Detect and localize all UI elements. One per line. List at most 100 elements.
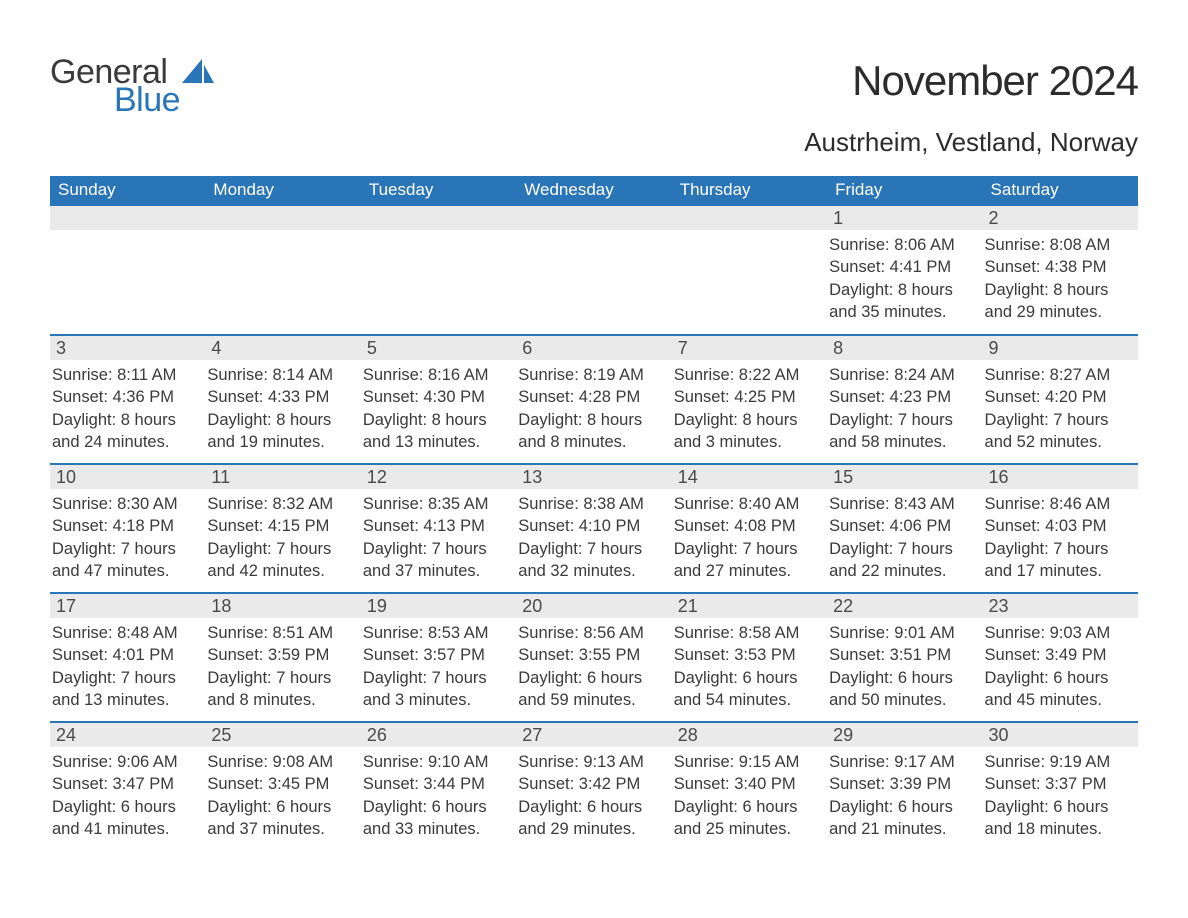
sunrise-text: Sunrise: 8:40 AM [674,493,821,515]
daylight-line1: Daylight: 6 hours [674,796,821,818]
sunrise-text: Sunrise: 8:16 AM [363,364,510,386]
day-number: 11 [205,465,360,489]
sunset-text: Sunset: 4:20 PM [985,386,1132,408]
day-details: Sunrise: 8:30 AMSunset: 4:18 PMDaylight:… [50,489,205,592]
title-block: November 2024 Austrheim, Vestland, Norwa… [804,57,1138,158]
header: General Blue November 2024 Austrheim, Ve… [50,25,1138,158]
day-cell [516,206,671,334]
sunset-text: Sunset: 3:42 PM [518,773,665,795]
day-number: 7 [672,336,827,360]
day-cell: 30Sunrise: 9:19 AMSunset: 3:37 PMDayligh… [983,723,1138,850]
day-number: 29 [827,723,982,747]
sunset-text: Sunset: 4:08 PM [674,515,821,537]
weekday-label: Tuesday [361,176,516,206]
day-details: Sunrise: 9:15 AMSunset: 3:40 PMDaylight:… [672,747,827,850]
daylight-line1: Daylight: 7 hours [363,538,510,560]
empty-day-bar [672,206,827,230]
day-number: 20 [516,594,671,618]
day-cell [50,206,205,334]
day-cell: 26Sunrise: 9:10 AMSunset: 3:44 PMDayligh… [361,723,516,850]
daylight-line2: and 8 minutes. [207,689,354,711]
day-cell: 16Sunrise: 8:46 AMSunset: 4:03 PMDayligh… [983,465,1138,592]
daylight-line2: and 18 minutes. [985,818,1132,840]
day-cell: 1Sunrise: 8:06 AMSunset: 4:41 PMDaylight… [827,206,982,334]
weeks-container: 1Sunrise: 8:06 AMSunset: 4:41 PMDaylight… [50,206,1138,850]
empty-day-bar [205,206,360,230]
day-cell: 5Sunrise: 8:16 AMSunset: 4:30 PMDaylight… [361,336,516,463]
sunset-text: Sunset: 3:59 PM [207,644,354,666]
day-cell: 6Sunrise: 8:19 AMSunset: 4:28 PMDaylight… [516,336,671,463]
daylight-line2: and 3 minutes. [363,689,510,711]
sunrise-text: Sunrise: 8:51 AM [207,622,354,644]
day-details: Sunrise: 8:08 AMSunset: 4:38 PMDaylight:… [983,230,1138,333]
sunrise-text: Sunrise: 8:43 AM [829,493,976,515]
day-details: Sunrise: 8:58 AMSunset: 3:53 PMDaylight:… [672,618,827,721]
daylight-line2: and 52 minutes. [985,431,1132,453]
sunrise-text: Sunrise: 8:30 AM [52,493,199,515]
day-details: Sunrise: 9:19 AMSunset: 3:37 PMDaylight:… [983,747,1138,850]
daylight-line1: Daylight: 6 hours [52,796,199,818]
day-details: Sunrise: 8:40 AMSunset: 4:08 PMDaylight:… [672,489,827,592]
calendar: Sunday Monday Tuesday Wednesday Thursday… [50,176,1138,850]
day-cell: 27Sunrise: 9:13 AMSunset: 3:42 PMDayligh… [516,723,671,850]
daylight-line1: Daylight: 6 hours [829,796,976,818]
empty-day-bar [361,206,516,230]
sunrise-text: Sunrise: 8:46 AM [985,493,1132,515]
day-cell [672,206,827,334]
sunset-text: Sunset: 4:01 PM [52,644,199,666]
day-details: Sunrise: 8:38 AMSunset: 4:10 PMDaylight:… [516,489,671,592]
day-details: Sunrise: 8:22 AMSunset: 4:25 PMDaylight:… [672,360,827,463]
day-number: 24 [50,723,205,747]
sunrise-text: Sunrise: 8:32 AM [207,493,354,515]
sunrise-text: Sunrise: 9:15 AM [674,751,821,773]
sunrise-text: Sunrise: 8:48 AM [52,622,199,644]
daylight-line2: and 24 minutes. [52,431,199,453]
day-cell: 28Sunrise: 9:15 AMSunset: 3:40 PMDayligh… [672,723,827,850]
day-cell: 12Sunrise: 8:35 AMSunset: 4:13 PMDayligh… [361,465,516,592]
daylight-line2: and 33 minutes. [363,818,510,840]
day-number: 30 [983,723,1138,747]
daylight-line2: and 37 minutes. [363,560,510,582]
day-details: Sunrise: 8:06 AMSunset: 4:41 PMDaylight:… [827,230,982,333]
day-details: Sunrise: 9:01 AMSunset: 3:51 PMDaylight:… [827,618,982,721]
sunset-text: Sunset: 3:57 PM [363,644,510,666]
brand-logo-text: General Blue [50,55,180,117]
sunrise-text: Sunrise: 9:03 AM [985,622,1132,644]
day-details: Sunrise: 8:51 AMSunset: 3:59 PMDaylight:… [205,618,360,721]
sunset-text: Sunset: 3:53 PM [674,644,821,666]
day-cell: 29Sunrise: 9:17 AMSunset: 3:39 PMDayligh… [827,723,982,850]
sunrise-text: Sunrise: 8:19 AM [518,364,665,386]
day-cell: 25Sunrise: 9:08 AMSunset: 3:45 PMDayligh… [205,723,360,850]
day-details: Sunrise: 8:32 AMSunset: 4:15 PMDaylight:… [205,489,360,592]
sunrise-text: Sunrise: 9:13 AM [518,751,665,773]
daylight-line1: Daylight: 7 hours [985,409,1132,431]
daylight-line1: Daylight: 7 hours [363,667,510,689]
day-details: Sunrise: 8:53 AMSunset: 3:57 PMDaylight:… [361,618,516,721]
sunset-text: Sunset: 4:36 PM [52,386,199,408]
daylight-line2: and 41 minutes. [52,818,199,840]
day-details: Sunrise: 9:17 AMSunset: 3:39 PMDaylight:… [827,747,982,850]
day-number: 18 [205,594,360,618]
day-details: Sunrise: 9:10 AMSunset: 3:44 PMDaylight:… [361,747,516,850]
day-number: 27 [516,723,671,747]
day-number: 17 [50,594,205,618]
day-cell: 20Sunrise: 8:56 AMSunset: 3:55 PMDayligh… [516,594,671,721]
day-details: Sunrise: 8:16 AMSunset: 4:30 PMDaylight:… [361,360,516,463]
brand-word-2: Blue [114,83,180,117]
day-cell [205,206,360,334]
location: Austrheim, Vestland, Norway [804,127,1138,158]
sunset-text: Sunset: 4:03 PM [985,515,1132,537]
day-cell: 9Sunrise: 8:27 AMSunset: 4:20 PMDaylight… [983,336,1138,463]
day-number: 23 [983,594,1138,618]
week-row: 17 Sunrise: 8:48 AMSunset: 4:01 PM Dayligh… [50,592,1138,721]
daylight-line1: Daylight: 7 hours [207,538,354,560]
daylight-line1: Daylight: 7 hours [985,538,1132,560]
sunset-text: Sunset: 3:55 PM [518,644,665,666]
day-details: Sunrise: 8:19 AMSunset: 4:28 PMDaylight:… [516,360,671,463]
day-number: 5 [361,336,516,360]
daylight-line1: Daylight: 6 hours [207,796,354,818]
daylight-line2: and 3 minutes. [674,431,821,453]
daylight-line2: and 42 minutes. [207,560,354,582]
sunset-text: Sunset: 4:13 PM [363,515,510,537]
day-number: 19 [361,594,516,618]
